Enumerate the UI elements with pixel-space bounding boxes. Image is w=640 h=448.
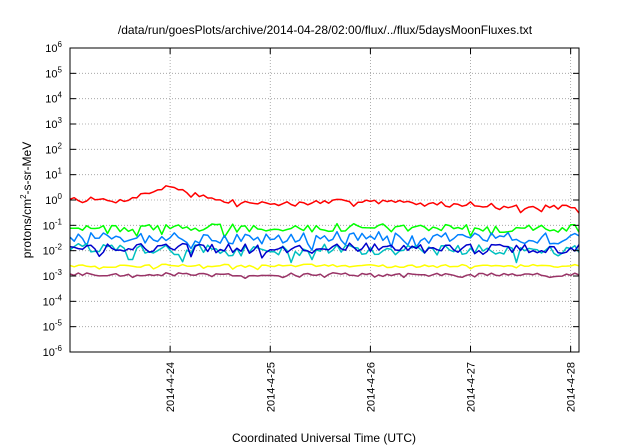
y-tick-label-exponent: 4 xyxy=(58,91,63,100)
y-axis-label-main: protons/cm xyxy=(20,199,34,258)
y-tick-label-exponent: -4 xyxy=(55,293,63,302)
y-tick-label: 105 xyxy=(45,65,62,80)
y-axis-label-superscript: 2 xyxy=(19,194,28,199)
y-tick-label-base: 10 xyxy=(45,195,57,207)
y-tick-label: 10-2 xyxy=(43,243,63,258)
y-tick-label: 101 xyxy=(45,167,62,182)
y-tick-label-exponent: -1 xyxy=(55,217,63,226)
series-line xyxy=(69,185,580,214)
y-tick-label-base: 10 xyxy=(43,246,55,258)
x-tick-label: 2014-4-25 xyxy=(265,362,277,412)
y-axis-label: protons/cm2-s-sr-MeV xyxy=(19,142,34,258)
x-tick-label: 2014-4-28 xyxy=(566,362,578,412)
series-line xyxy=(69,242,580,259)
y-tick-label-exponent: -6 xyxy=(55,344,63,353)
y-tick-label-base: 10 xyxy=(43,322,55,334)
y-tick-label: 10-1 xyxy=(43,217,63,232)
y-tick-label-base: 10 xyxy=(45,68,57,80)
y-tick-label-base: 10 xyxy=(45,144,57,156)
y-tick-label-exponent: 3 xyxy=(58,116,63,125)
y-tick-label-exponent: -3 xyxy=(55,268,63,277)
y-tick-labels: 10-610-510-410-310-210-11001011021031041… xyxy=(43,40,63,359)
x-axis-label: Coordinated Universal Time (UTC) xyxy=(232,431,416,445)
y-tick-label-exponent: -2 xyxy=(55,243,63,252)
y-tick-label-exponent: 2 xyxy=(58,141,63,150)
series-line xyxy=(69,222,580,238)
y-tick-label: 102 xyxy=(45,141,62,156)
y-tick-label-base: 10 xyxy=(43,271,55,283)
y-tick-label-base: 10 xyxy=(45,43,57,55)
x-tick-label: 2014-4-24 xyxy=(165,362,177,412)
y-tick-label-base: 10 xyxy=(45,94,57,106)
y-tick-label-exponent: 1 xyxy=(58,167,63,176)
series-line xyxy=(69,263,580,271)
grid-lines xyxy=(70,48,579,352)
series-line xyxy=(69,242,580,264)
chart-title: /data/run/goesPlots/archive/2014-04-28/0… xyxy=(118,23,533,37)
y-tick-label-base: 10 xyxy=(43,347,55,359)
axis-ticks xyxy=(70,47,579,353)
y-tick-label-exponent: -5 xyxy=(55,319,63,328)
series-lines xyxy=(69,185,580,280)
y-tick-label: 10-5 xyxy=(43,319,63,334)
y-tick-label-exponent: 5 xyxy=(58,65,63,74)
series-line xyxy=(69,230,580,251)
x-tick-label: 2014-4-26 xyxy=(365,362,377,412)
series-line xyxy=(69,272,580,280)
y-tick-label: 103 xyxy=(45,116,62,131)
y-tick-label: 106 xyxy=(45,40,62,55)
y-tick-label-exponent: 6 xyxy=(58,40,63,49)
y-tick-label-base: 10 xyxy=(45,170,57,182)
y-tick-label: 100 xyxy=(45,192,62,207)
y-tick-label: 10-4 xyxy=(43,293,63,308)
x-tick-label: 2014-4-27 xyxy=(466,362,478,412)
y-tick-label: 10-6 xyxy=(43,344,63,359)
y-axis-label-units: -s-sr-MeV xyxy=(20,142,34,195)
y-tick-label-base: 10 xyxy=(43,296,55,308)
y-tick-label-exponent: 0 xyxy=(58,192,63,201)
y-tick-label-base: 10 xyxy=(45,119,57,131)
x-tick-labels: 2014-4-24 2014-4-25 2014-4-26 2014-4-27 2014… xyxy=(165,362,578,412)
y-tick-label-base: 10 xyxy=(43,220,55,232)
y-tick-label: 10-3 xyxy=(43,268,63,283)
y-tick-label: 104 xyxy=(45,91,62,106)
